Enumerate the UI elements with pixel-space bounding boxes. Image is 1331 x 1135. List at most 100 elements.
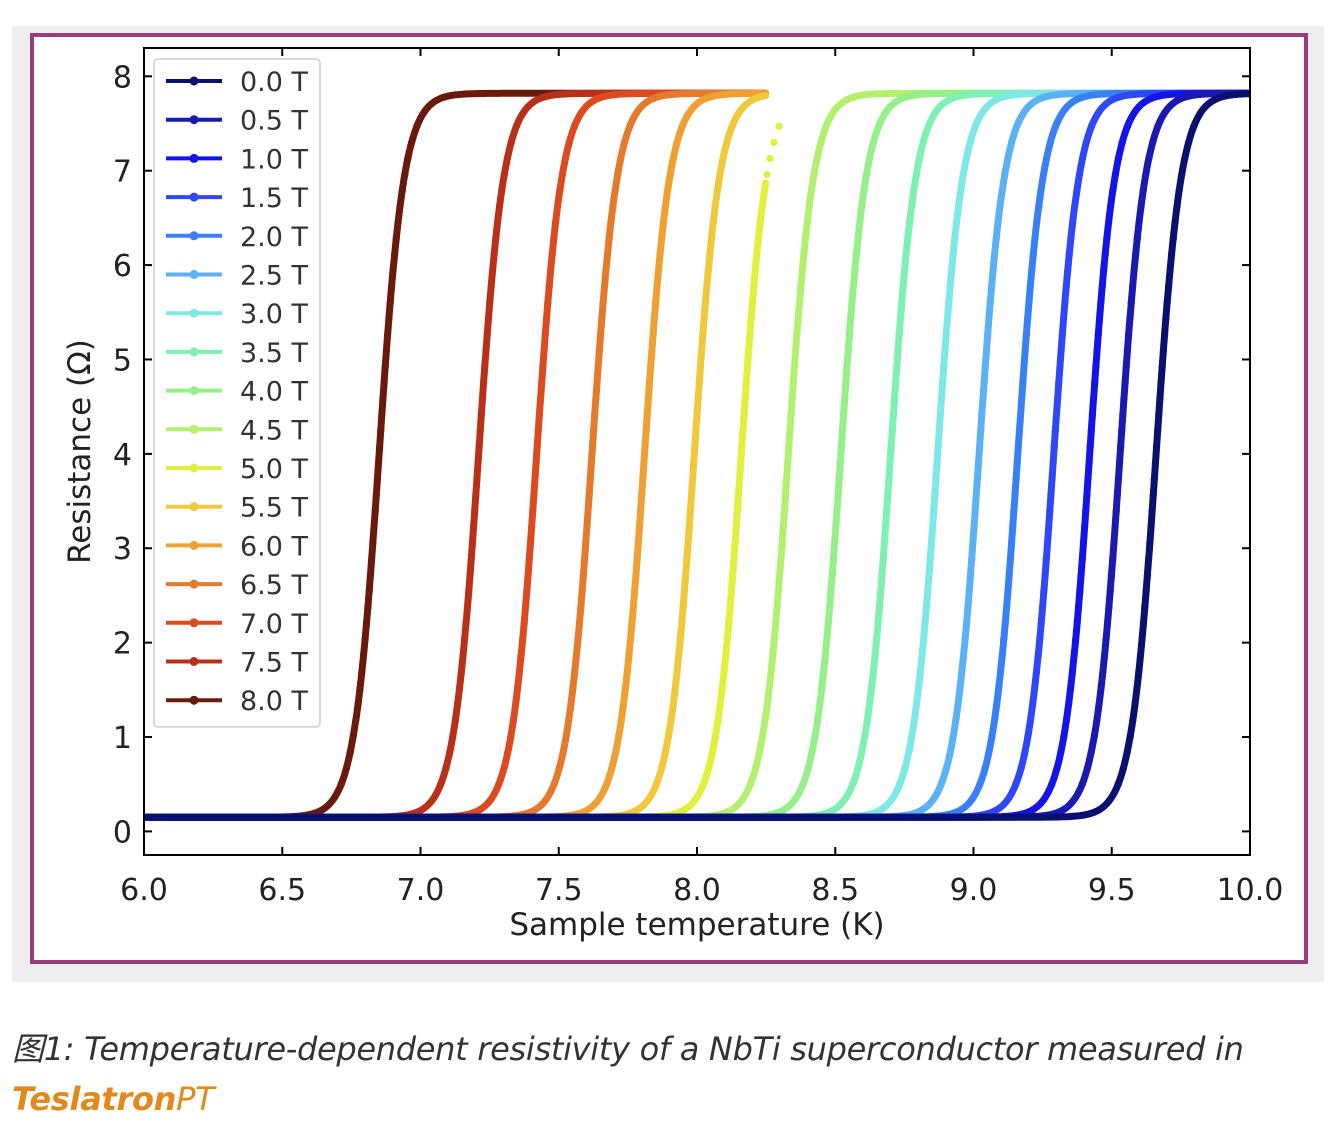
legend-item: 4.0 T: [166, 377, 309, 408]
data-point: [1003, 604, 1011, 612]
data-point: [401, 170, 409, 179]
data-point: [1131, 700, 1139, 708]
data-point: [1111, 523, 1119, 532]
data-point: [1078, 154, 1087, 162]
data-point: [590, 427, 598, 435]
data-point: [1178, 170, 1186, 179]
data-point: [386, 299, 394, 307]
data-point: [807, 186, 816, 195]
data-point: [915, 154, 923, 162]
data-point: [692, 427, 700, 435]
data-point: [572, 652, 581, 660]
data-point: [595, 347, 603, 355]
data-point: [1001, 620, 1009, 628]
data-point: [1019, 379, 1027, 387]
data-point: [1152, 443, 1161, 451]
legend-label: 5.0 T: [240, 454, 309, 485]
data-point: [611, 186, 619, 195]
data-point: [1075, 170, 1083, 179]
data-point: [671, 684, 679, 692]
data-point: [698, 347, 706, 355]
data-point: [359, 652, 368, 660]
data-point: [737, 459, 745, 467]
data-point: [1109, 186, 1117, 195]
data-point: [1159, 347, 1167, 355]
data-point: [1028, 267, 1036, 275]
data-point: [676, 636, 684, 644]
data-point: [500, 170, 508, 179]
data-point: [905, 219, 914, 227]
data-point: [587, 459, 596, 467]
data-point: [817, 138, 825, 146]
data-point: [520, 620, 528, 628]
data-point: [376, 443, 384, 451]
data-point: [761, 716, 769, 724]
data-point: [1109, 556, 1117, 564]
data-point: [1132, 251, 1140, 259]
data-point: [1086, 443, 1094, 451]
data-point: [770, 636, 778, 644]
data-point: [713, 186, 722, 195]
data-point: [1043, 539, 1052, 548]
data-point: [854, 235, 862, 243]
data-point: [1129, 283, 1137, 291]
data-point: [910, 716, 919, 724]
data-point: [628, 620, 636, 628]
data-point: [874, 620, 882, 628]
data-point: [976, 443, 984, 451]
data-point: [828, 572, 836, 580]
data-point: [1110, 539, 1118, 548]
legend-item: 2.0 T: [166, 222, 309, 253]
data-point: [935, 427, 943, 435]
data-point: [366, 572, 374, 580]
data-point: [492, 235, 500, 243]
legend-item: 4.5 T: [166, 415, 309, 446]
data-point: [838, 427, 847, 435]
data-point: [743, 363, 752, 371]
data-point: [978, 411, 986, 419]
data-point: [656, 251, 664, 259]
data-point: [534, 427, 542, 435]
data-point: [462, 620, 470, 628]
data-point: [1039, 170, 1048, 179]
data-point: [639, 475, 647, 483]
data-point: [851, 267, 859, 275]
data-point: [1150, 475, 1158, 483]
data-point: [1095, 315, 1104, 323]
legend-item: 5.5 T: [166, 493, 309, 524]
data-point: [1157, 379, 1165, 387]
data-point: [1042, 556, 1050, 564]
data-point: [1142, 588, 1150, 596]
data-point: [972, 491, 980, 499]
data-point: [1073, 186, 1081, 195]
data-point: [1145, 154, 1153, 162]
data-point: [1020, 363, 1028, 371]
data-point: [1156, 395, 1164, 403]
data-point: [924, 588, 932, 596]
data-point: [635, 523, 644, 532]
data-point: [446, 748, 454, 756]
data-point: [1078, 556, 1086, 564]
legend-label: 6.5 T: [240, 570, 309, 601]
data-point: [1138, 636, 1146, 644]
data-point: [703, 283, 711, 291]
legend-label: 7.0 T: [240, 609, 309, 640]
data-point: [845, 331, 854, 339]
data-point: [731, 539, 739, 548]
data-point: [740, 411, 748, 419]
data-point: [970, 523, 978, 532]
data-point: [770, 138, 778, 146]
data-point: [593, 379, 601, 387]
ticks-layer: 6.0 6.5 7.0 7.5 8.0 8.5 9.0 9.5 10.0 0 1 2 3 4 5 6 7 8: [113, 48, 1283, 908]
data-point: [500, 764, 508, 772]
data-point: [941, 347, 949, 355]
data-point: [459, 652, 467, 660]
data-point: [1114, 154, 1122, 162]
data-point: [623, 668, 631, 676]
data-point: [615, 732, 623, 740]
data-point: [596, 331, 605, 339]
x-tick-label: 9.5: [1088, 873, 1136, 908]
data-point: [1190, 122, 1198, 130]
data-point: [751, 267, 759, 275]
data-point: [719, 154, 727, 162]
